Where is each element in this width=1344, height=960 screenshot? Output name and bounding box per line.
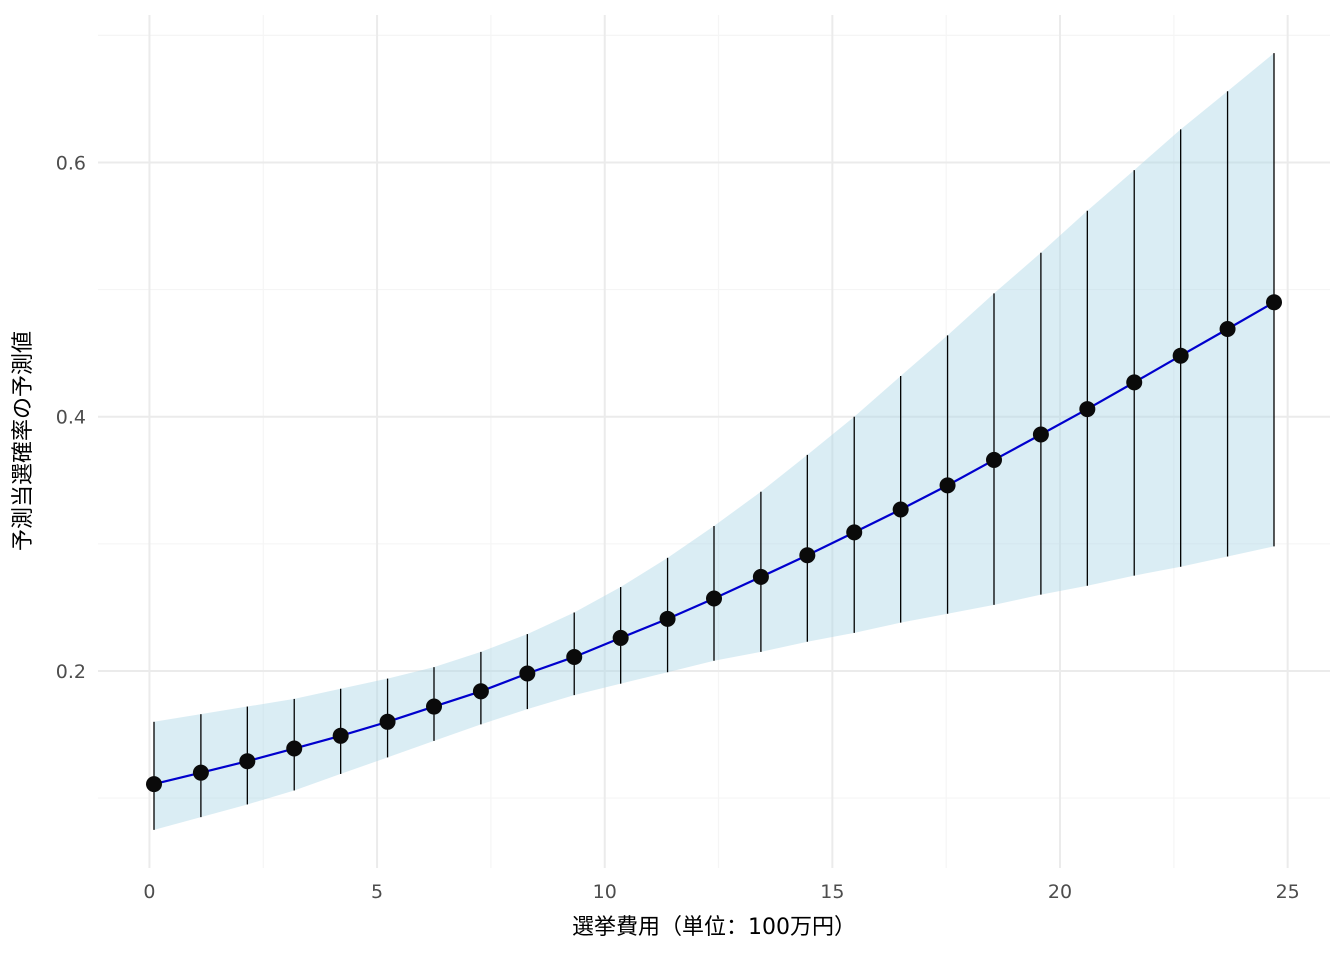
data-point xyxy=(1219,320,1236,337)
data-point xyxy=(286,740,303,757)
x-tick-labels: 0 5 10 15 20 25 xyxy=(143,881,1299,903)
y-tick-label: 0.4 xyxy=(56,407,86,429)
data-point xyxy=(379,713,396,730)
plot-layers: 0 5 10 15 20 25 0.2 0.4 0.6 xyxy=(56,15,1330,903)
data-point xyxy=(519,665,536,682)
x-tick-label: 25 xyxy=(1276,881,1300,903)
data-point xyxy=(472,683,489,700)
data-point xyxy=(1172,347,1189,364)
x-tick-label: 5 xyxy=(371,881,383,903)
data-points xyxy=(146,294,1282,793)
data-point xyxy=(1126,374,1143,391)
data-point xyxy=(986,451,1002,468)
data-point xyxy=(1079,401,1096,418)
confidence-ribbon xyxy=(154,53,1274,830)
x-axis-title: 選挙費用（単位：100万円） xyxy=(572,915,856,940)
data-point xyxy=(332,727,349,744)
data-point xyxy=(1032,426,1049,443)
x-tick-label: 0 xyxy=(143,881,155,903)
gridlines-major xyxy=(98,15,1330,868)
data-point xyxy=(426,698,442,715)
data-point xyxy=(146,776,162,793)
data-point xyxy=(752,568,769,585)
data-point xyxy=(659,610,676,627)
data-point xyxy=(846,524,863,541)
x-tick-label: 10 xyxy=(593,881,617,903)
data-point xyxy=(1266,294,1282,311)
data-point xyxy=(706,590,722,607)
data-point xyxy=(612,629,629,646)
x-tick-label: 20 xyxy=(1048,881,1072,903)
data-point xyxy=(566,648,583,665)
data-point xyxy=(892,501,909,518)
data-point xyxy=(799,547,816,564)
y-tick-label: 0.6 xyxy=(56,152,86,174)
y-axis-title: 予測当選確率の予測値 xyxy=(11,331,36,551)
data-point xyxy=(192,764,209,781)
ribbon-area xyxy=(154,53,1274,830)
y-tick-labels: 0.2 0.4 0.6 xyxy=(56,152,86,682)
data-point xyxy=(239,753,256,770)
x-tick-label: 15 xyxy=(820,881,844,903)
y-tick-label: 0.2 xyxy=(56,661,86,683)
data-point xyxy=(939,477,956,494)
